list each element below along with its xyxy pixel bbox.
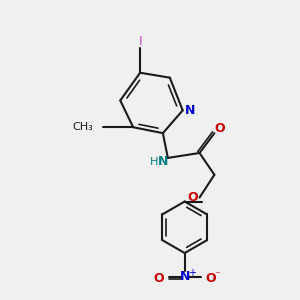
Text: ⁻: ⁻ [214, 270, 220, 280]
Text: I: I [138, 34, 142, 47]
Text: N: N [184, 104, 195, 117]
Text: O: O [154, 272, 164, 285]
Text: O: O [214, 122, 225, 135]
Text: H: H [150, 157, 158, 167]
Text: CH₃: CH₃ [73, 122, 94, 132]
Text: N: N [179, 270, 190, 283]
Text: N: N [158, 155, 168, 168]
Text: +: + [188, 268, 196, 278]
Text: O: O [205, 272, 216, 285]
Text: O: O [187, 191, 198, 204]
